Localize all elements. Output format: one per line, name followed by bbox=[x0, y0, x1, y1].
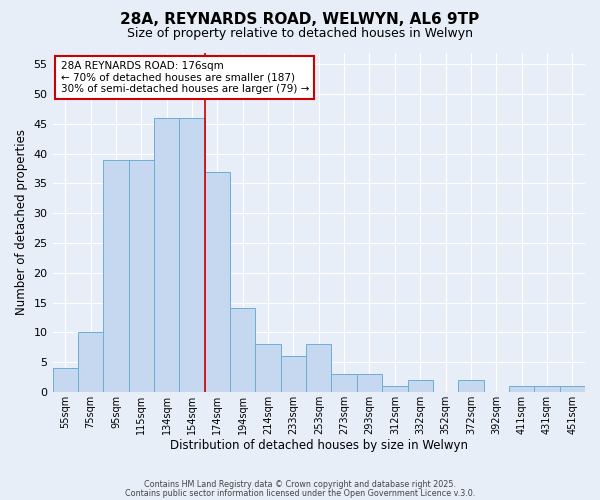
Text: 28A REYNARDS ROAD: 176sqm
← 70% of detached houses are smaller (187)
30% of semi: 28A REYNARDS ROAD: 176sqm ← 70% of detac… bbox=[61, 61, 309, 94]
Bar bbox=[179, 118, 205, 392]
Bar bbox=[281, 356, 306, 392]
Bar bbox=[230, 308, 256, 392]
Bar bbox=[407, 380, 433, 392]
Y-axis label: Number of detached properties: Number of detached properties bbox=[15, 129, 28, 315]
Text: Contains public sector information licensed under the Open Government Licence v.: Contains public sector information licen… bbox=[125, 488, 475, 498]
Text: Contains HM Land Registry data © Crown copyright and database right 2025.: Contains HM Land Registry data © Crown c… bbox=[144, 480, 456, 489]
Bar bbox=[331, 374, 357, 392]
Bar bbox=[256, 344, 281, 392]
Bar bbox=[78, 332, 103, 392]
Bar bbox=[560, 386, 585, 392]
Bar bbox=[534, 386, 560, 392]
Bar bbox=[103, 160, 128, 392]
Bar bbox=[306, 344, 331, 392]
Bar bbox=[357, 374, 382, 392]
Bar bbox=[128, 160, 154, 392]
Bar bbox=[154, 118, 179, 392]
Bar bbox=[382, 386, 407, 392]
X-axis label: Distribution of detached houses by size in Welwyn: Distribution of detached houses by size … bbox=[170, 440, 468, 452]
Bar bbox=[53, 368, 78, 392]
Text: 28A, REYNARDS ROAD, WELWYN, AL6 9TP: 28A, REYNARDS ROAD, WELWYN, AL6 9TP bbox=[121, 12, 479, 28]
Bar bbox=[509, 386, 534, 392]
Bar bbox=[458, 380, 484, 392]
Bar bbox=[205, 172, 230, 392]
Text: Size of property relative to detached houses in Welwyn: Size of property relative to detached ho… bbox=[127, 28, 473, 40]
